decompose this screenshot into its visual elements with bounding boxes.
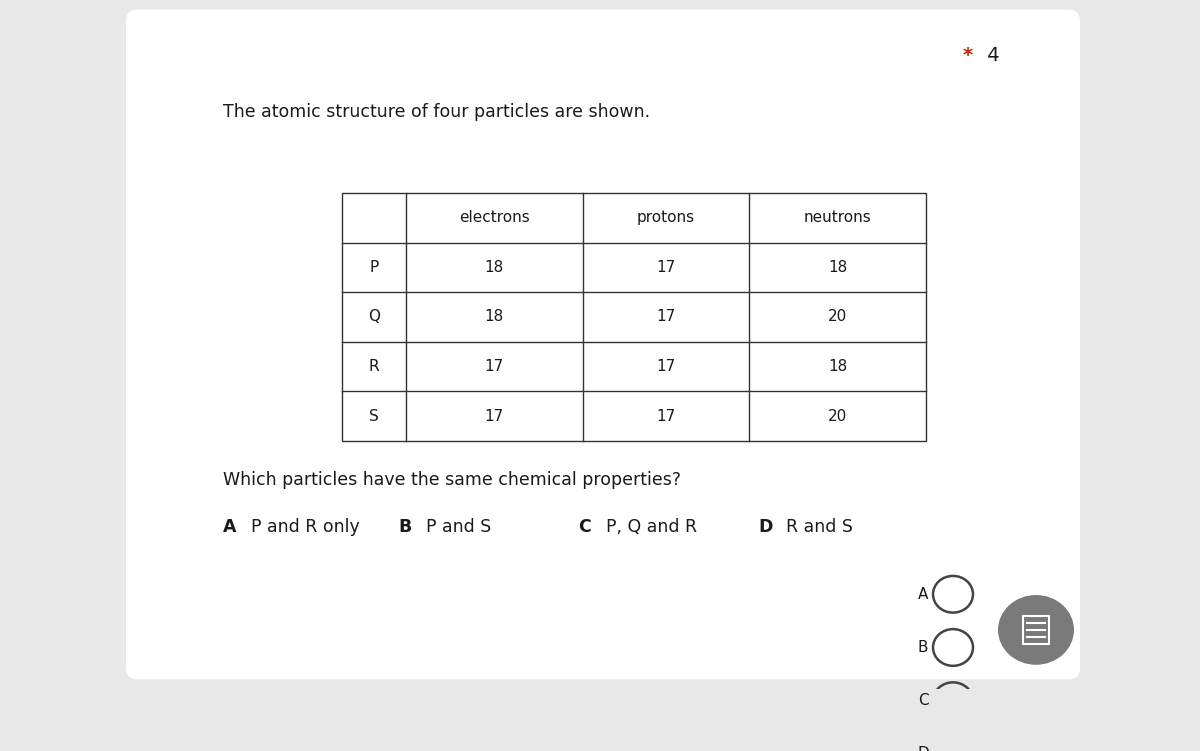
Text: 17: 17 [656,260,676,275]
Circle shape [998,595,1074,665]
Text: Which particles have the same chemical properties?: Which particles have the same chemical p… [223,471,682,489]
Text: D: D [917,746,929,751]
Text: 17: 17 [485,359,504,374]
Text: The atomic structure of four particles are shown.: The atomic structure of four particles a… [223,104,650,122]
Text: R and S: R and S [786,518,853,536]
Text: *: * [964,46,973,65]
Text: 18: 18 [485,260,504,275]
Text: P and R only: P and R only [251,518,360,536]
Text: Q: Q [368,309,379,324]
Text: C: C [578,518,590,536]
Text: 18: 18 [485,309,504,324]
Text: 17: 17 [656,409,676,424]
Text: 4: 4 [982,46,1000,65]
Text: P: P [370,260,378,275]
Text: 17: 17 [656,309,676,324]
Text: protons: protons [637,210,695,225]
Text: R: R [368,359,379,374]
Text: 17: 17 [485,409,504,424]
Text: P and S: P and S [426,518,491,536]
Text: neutrons: neutrons [804,210,871,225]
FancyBboxPatch shape [126,10,1080,680]
Text: 17: 17 [656,359,676,374]
Text: A: A [918,587,928,602]
Text: electrons: electrons [460,210,529,225]
Text: C: C [918,693,929,708]
Text: D: D [758,518,773,536]
Text: P, Q and R: P, Q and R [606,518,697,536]
Text: A: A [223,518,236,536]
Text: 20: 20 [828,309,847,324]
Text: B: B [918,640,929,655]
Text: 20: 20 [828,409,847,424]
Text: 18: 18 [828,260,847,275]
Text: S: S [368,409,379,424]
Text: 18: 18 [828,359,847,374]
Text: B: B [398,518,412,536]
